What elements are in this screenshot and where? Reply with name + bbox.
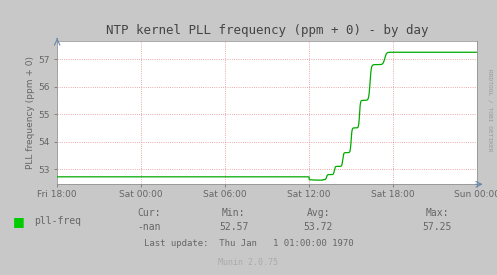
Text: Munin 2.0.75: Munin 2.0.75 xyxy=(219,258,278,267)
Text: pll-freq: pll-freq xyxy=(34,216,81,226)
Text: 57.25: 57.25 xyxy=(422,222,452,232)
Text: 52.57: 52.57 xyxy=(219,222,248,232)
Text: Min:: Min: xyxy=(222,208,246,218)
Text: -nan: -nan xyxy=(137,222,161,232)
Text: Cur:: Cur: xyxy=(137,208,161,218)
Text: ■: ■ xyxy=(12,215,24,228)
Text: RRDTOOL / TOBI OETIKER: RRDTOOL / TOBI OETIKER xyxy=(487,69,492,151)
Text: Last update:  Thu Jan   1 01:00:00 1970: Last update: Thu Jan 1 01:00:00 1970 xyxy=(144,239,353,248)
Y-axis label: PLL frequency (ppm + 0): PLL frequency (ppm + 0) xyxy=(26,56,35,169)
Title: NTP kernel PLL frequency (ppm + 0) - by day: NTP kernel PLL frequency (ppm + 0) - by … xyxy=(106,24,428,37)
Text: Max:: Max: xyxy=(425,208,449,218)
Text: Avg:: Avg: xyxy=(306,208,330,218)
Text: 53.72: 53.72 xyxy=(303,222,333,232)
